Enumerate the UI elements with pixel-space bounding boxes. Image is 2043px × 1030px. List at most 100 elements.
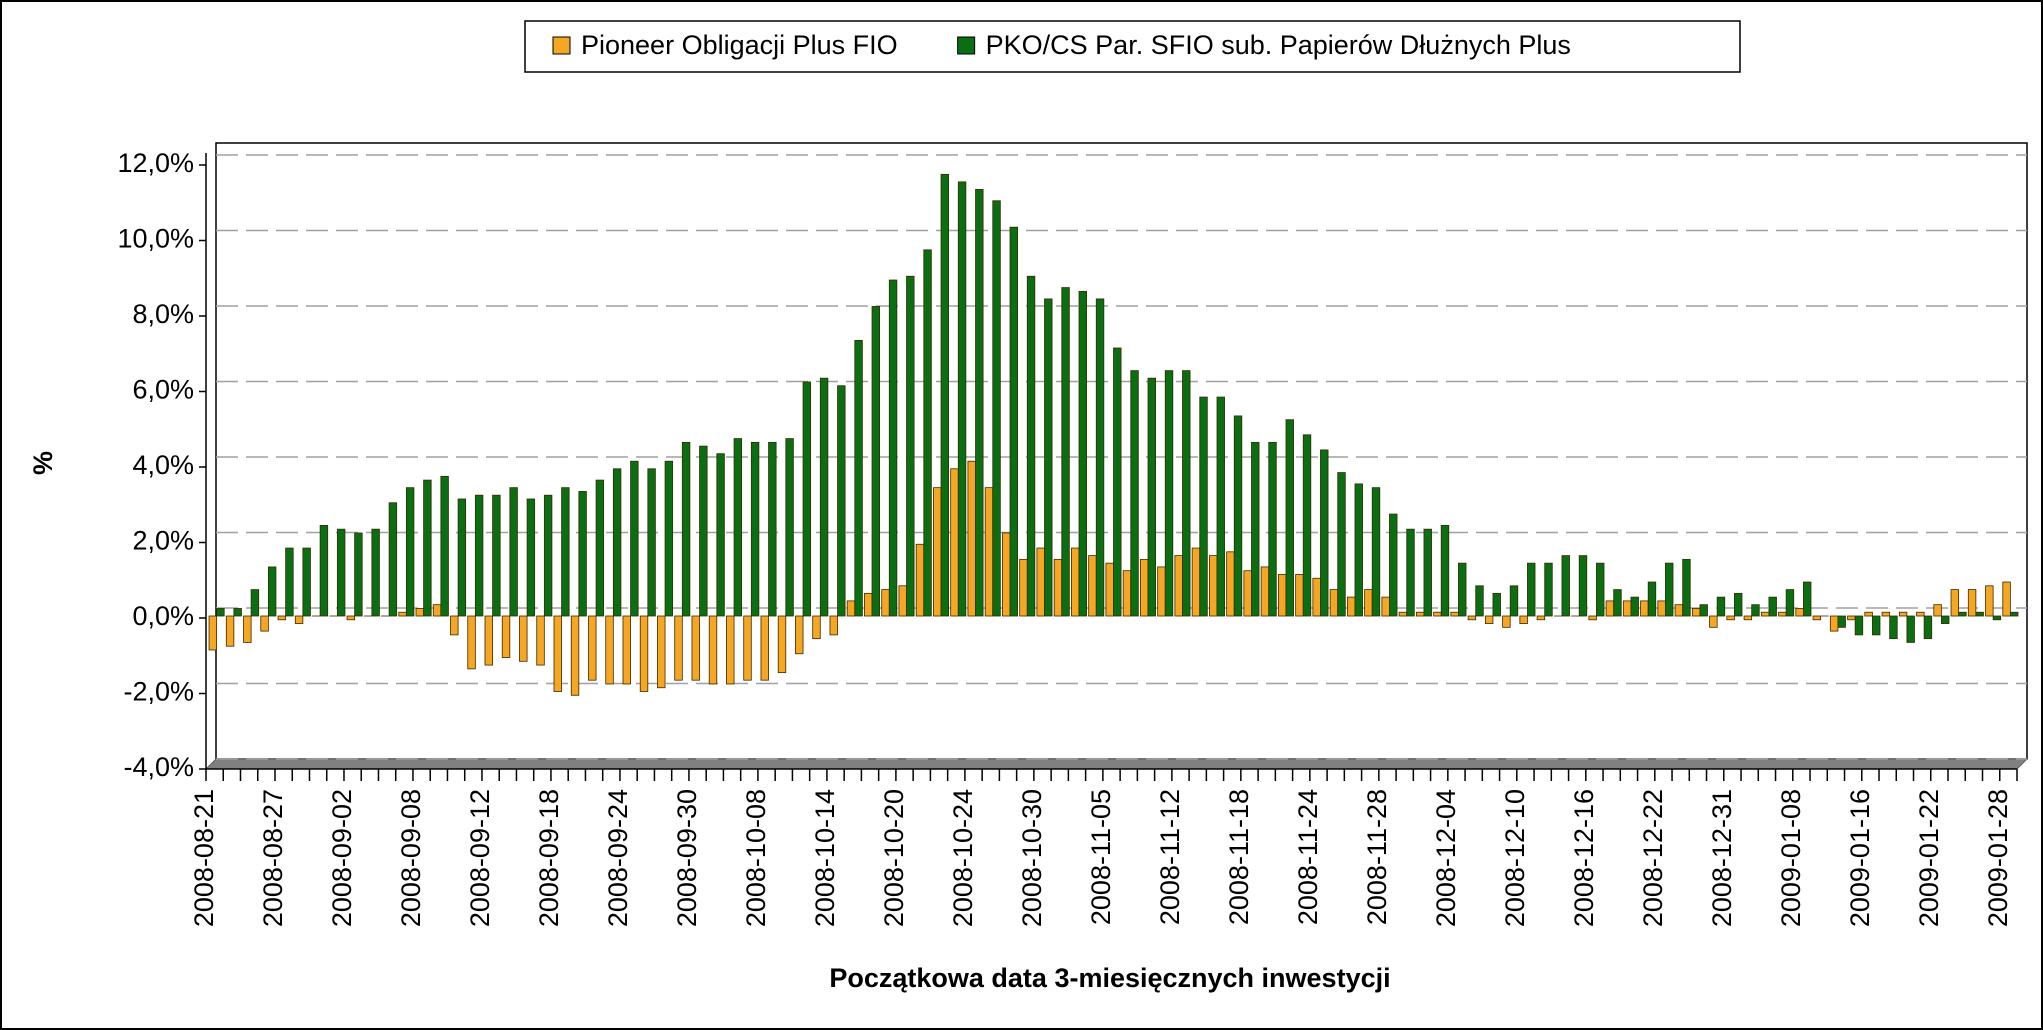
bar: [1320, 449, 1329, 617]
y-tick-label: -2,0%: [123, 677, 194, 707]
bar: [1509, 585, 1519, 617]
bar: [1760, 611, 1770, 617]
bar: [871, 306, 881, 617]
bar: [777, 615, 787, 674]
bar: [1450, 611, 1459, 617]
bar: [1536, 615, 1546, 621]
bar: [1105, 562, 1114, 617]
x-tick-label: 2008-12-16: [1569, 789, 1599, 927]
bar: [1243, 570, 1252, 617]
bar: [1751, 604, 1760, 617]
bar: [336, 528, 346, 617]
bar: [881, 589, 890, 617]
bar: [1734, 592, 1743, 617]
bar: [1406, 528, 1415, 617]
bar: [1795, 608, 1804, 617]
bar: [1061, 287, 1070, 617]
bar: [1630, 596, 1639, 617]
bar: [1140, 558, 1149, 617]
bar: [1260, 566, 1270, 617]
bar: [1588, 615, 1597, 621]
plot-wall: [215, 142, 2028, 760]
bar: [1916, 611, 1925, 617]
bar: [1578, 555, 1588, 617]
bar: [1923, 615, 1933, 640]
bar: [915, 543, 925, 617]
bar: [612, 468, 622, 617]
bar: [302, 547, 311, 617]
bar: [1164, 370, 1174, 617]
bar: [888, 279, 898, 617]
bar: [1113, 347, 1122, 617]
bar: [1044, 298, 1053, 617]
bar: [630, 460, 639, 617]
bar: [992, 200, 1001, 617]
bar: [1216, 396, 1225, 617]
bar: [1251, 441, 1260, 617]
bar: [1785, 589, 1795, 617]
bar: [1381, 596, 1390, 617]
bar: [1726, 615, 1735, 621]
bar: [501, 615, 511, 658]
bar: [561, 487, 570, 617]
x-tick-label: 2008-09-12: [465, 789, 495, 927]
y-tick-label: -4,0%: [123, 752, 194, 782]
bar: [398, 611, 407, 617]
bar: [1458, 562, 1467, 617]
bar: [1122, 570, 1132, 617]
bar: [1837, 615, 1846, 628]
y-tick-label: 8,0%: [132, 299, 194, 329]
x-tick-label: 2008-11-05: [1086, 789, 1116, 925]
x-tick-label: 2008-12-10: [1500, 789, 1530, 927]
bar: [578, 491, 587, 617]
bar: [1613, 589, 1622, 617]
bar: [1277, 574, 1287, 617]
y-tick-label: 2,0%: [132, 526, 194, 556]
bar: [681, 441, 691, 617]
bar: [492, 494, 501, 617]
bar: [1147, 377, 1156, 617]
bar: [260, 615, 269, 632]
x-tick-label: 2008-12-22: [1638, 789, 1668, 927]
bar: [1640, 600, 1649, 617]
bar: [1182, 370, 1191, 617]
bar: [975, 189, 984, 617]
bar: [933, 487, 942, 617]
bar: [1768, 596, 1777, 617]
bar: [716, 453, 725, 617]
bar: [484, 615, 493, 666]
bar: [1829, 615, 1839, 632]
y-tick-label: 12,0%: [117, 148, 194, 178]
bar: [1268, 441, 1277, 617]
bar: [1950, 589, 1960, 617]
x-tick-label: 2008-11-28: [1362, 789, 1392, 925]
legend-swatch: [957, 36, 976, 55]
bar: [984, 487, 994, 617]
bar: [1002, 532, 1011, 617]
bar: [957, 181, 967, 617]
bar: [1864, 611, 1873, 617]
bar: [1596, 562, 1605, 617]
x-tick-label: 2009-01-16: [1845, 789, 1875, 927]
bar: [371, 528, 380, 617]
bar: [1423, 528, 1432, 617]
bar: [2002, 581, 2011, 617]
bar: [1371, 487, 1381, 617]
bar: [526, 498, 536, 617]
bar: [923, 249, 932, 617]
bar: [1071, 547, 1080, 617]
bar: [1157, 566, 1166, 617]
bar: [1985, 585, 1994, 617]
bar: [1975, 611, 1984, 617]
bar: [1295, 574, 1304, 617]
bar: [1302, 434, 1312, 617]
bar: [1440, 525, 1450, 617]
bar: [1285, 419, 1294, 617]
bar: [1674, 604, 1684, 617]
bar: [1803, 581, 1812, 617]
x-tick-label: 2008-08-27: [258, 789, 288, 927]
bar: [432, 604, 442, 617]
bar: [277, 615, 287, 621]
bar: [1544, 562, 1553, 617]
